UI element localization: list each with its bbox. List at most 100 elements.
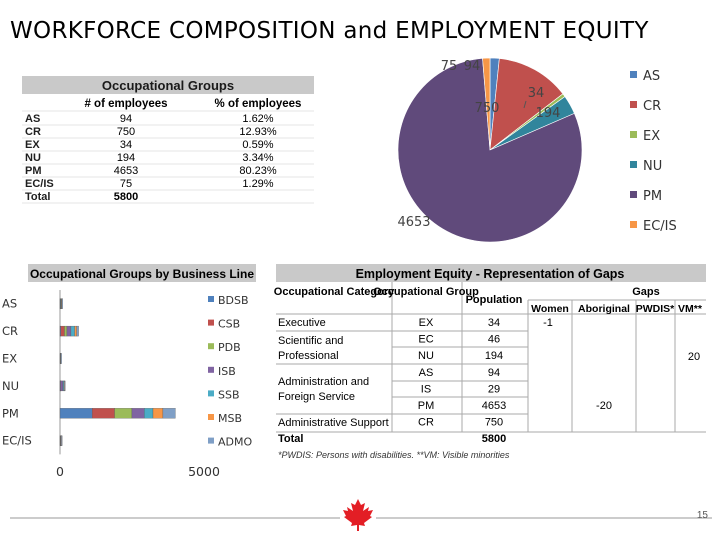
bar-legend-label: CSB — [218, 318, 240, 331]
equity-row-group: PM — [418, 400, 435, 412]
equity-row-population: 194 — [485, 350, 503, 362]
occupational-row-pct: 80.23% — [239, 165, 277, 177]
pie-legend-label: AS — [643, 69, 660, 84]
bar-legend-label: ADMO — [218, 436, 252, 449]
pie-legend-label: EC/IS — [643, 219, 677, 234]
bar-category-label: CR — [2, 324, 18, 338]
occupational-row-count: 750 — [117, 126, 135, 138]
pie-legend-label: PM — [643, 189, 662, 204]
bar-segment — [64, 325, 68, 337]
equity-header-population: Population — [466, 294, 523, 306]
occupational-row-group: PM — [25, 165, 42, 177]
bar-legend-label: SSB — [218, 388, 240, 401]
occupational-row-count: 4653 — [114, 165, 138, 177]
bar-segment — [60, 325, 65, 337]
bar-segment — [59, 408, 93, 419]
equity-row-group: EC — [418, 334, 433, 346]
bar-legend-label: ISB — [218, 365, 236, 378]
bar-chart-title: Occupational Groups by Business Line — [30, 267, 254, 281]
bar-legend-swatch — [208, 437, 214, 444]
bar-category-label: EX — [2, 352, 17, 366]
occupational-row-count: 75 — [120, 178, 132, 190]
bar-legend-swatch — [208, 296, 214, 302]
bar-segment — [76, 325, 79, 337]
bar-segment — [162, 408, 176, 419]
equity-row-population: 94 — [488, 367, 500, 379]
pie-legend-swatch — [630, 221, 637, 228]
bar-segment — [61, 298, 63, 309]
equity-gap-header: PWDIS* — [636, 303, 675, 315]
equity-row-group: CR — [418, 417, 434, 429]
equity-row-population: 34 — [488, 317, 500, 329]
occupational-row-group: Total — [25, 191, 50, 203]
occupational-row-pct: 1.62% — [242, 113, 273, 125]
occupational-row-count: 194 — [117, 152, 135, 164]
occupational-row-count: 94 — [120, 113, 132, 125]
bar-x-tick: 5000 — [188, 464, 220, 479]
pie-legend-swatch — [630, 101, 637, 108]
pie-data-label: 4653 — [397, 215, 430, 230]
page-number: 15 — [697, 510, 709, 521]
occupational-row-group: EX — [25, 139, 40, 151]
pie-slice-cr — [489, 58, 564, 151]
gap-sci-prof-vm: 20 — [688, 351, 700, 363]
bar-legend-swatch — [208, 343, 214, 350]
bar-x-tick: 0 — [56, 464, 64, 479]
occupational-row-group: NU — [25, 152, 41, 164]
bar-segment — [92, 408, 115, 419]
employment-equity-table: Employment Equity - Representation of Ga… — [274, 264, 706, 460]
footer: 15 — [10, 499, 712, 531]
bar-segment — [66, 325, 72, 337]
pie-legend-label: EX — [643, 129, 660, 144]
pie-legend-label: CR — [643, 99, 661, 114]
equity-total-population: 5800 — [482, 433, 506, 445]
equity-gap-header: Women — [531, 303, 569, 315]
bar-legend-swatch — [208, 319, 214, 326]
equity-row-population: 750 — [485, 417, 503, 429]
business-line-bar-chart: Occupational Groups by Business Line AS C… — [2, 264, 256, 479]
equity-row-group: AS — [419, 367, 434, 379]
occupational-row-pct: 1.29% — [242, 178, 273, 190]
equity-row-population: 29 — [488, 383, 500, 395]
header-count: # of employees — [84, 98, 167, 110]
occupational-row-group: AS — [25, 113, 40, 125]
bar-segment — [74, 325, 77, 337]
pie-legend-swatch — [630, 191, 637, 198]
bar-segment — [70, 325, 75, 337]
bar-segment — [114, 408, 133, 419]
equity-category: Scientific and Professional — [278, 335, 343, 362]
bar-segment — [144, 408, 154, 419]
pie-chart: 94 750 34 194 4653 75 AS CR EX NU PM EC/IS — [397, 57, 677, 243]
equity-header-gaps: Gaps — [632, 286, 660, 298]
bar-legend-label: BDSB — [218, 294, 249, 307]
occupational-row-group: EC/IS — [25, 178, 54, 190]
pie-data-label: 94 — [464, 59, 481, 74]
equity-total-label: Total — [278, 433, 303, 445]
bar-segment — [64, 380, 66, 392]
occupational-row-count: 34 — [120, 139, 132, 151]
bar-category-label: AS — [2, 297, 17, 311]
occupational-row-count: 5800 — [114, 191, 138, 203]
pie-legend-swatch — [630, 131, 637, 138]
bar-legend-swatch — [208, 366, 214, 373]
equity-category: Executive — [278, 317, 326, 329]
equity-header-group: Occupational Group — [373, 286, 479, 298]
bar-segment — [152, 408, 164, 419]
equity-header-group-text: Occupational Group — [373, 286, 479, 298]
equity-row-population: 4653 — [482, 400, 506, 412]
pie-legend-label: NU — [643, 159, 662, 174]
pie-data-label: 34 — [528, 86, 545, 101]
occupational-row-pct: 0.59% — [242, 139, 273, 151]
pie-slice-pm — [397, 57, 583, 243]
bar-segment — [131, 408, 145, 419]
occupational-table-title: Occupational Groups — [102, 78, 234, 93]
equity-header-category-text: Occupational Category — [274, 286, 395, 298]
pie-data-label: 194 — [536, 106, 561, 121]
equity-gap-header: Aboriginal — [578, 303, 630, 315]
bar-legend-swatch — [208, 390, 214, 397]
bar-category-label: PM — [2, 406, 19, 420]
occupational-groups-table: Occupational Groups # of employees % of … — [22, 76, 314, 204]
bar-legend-label: MSB — [218, 412, 242, 425]
gap-admin-fs-aboriginal: -20 — [596, 400, 612, 412]
equity-row-group: IS — [421, 383, 431, 395]
